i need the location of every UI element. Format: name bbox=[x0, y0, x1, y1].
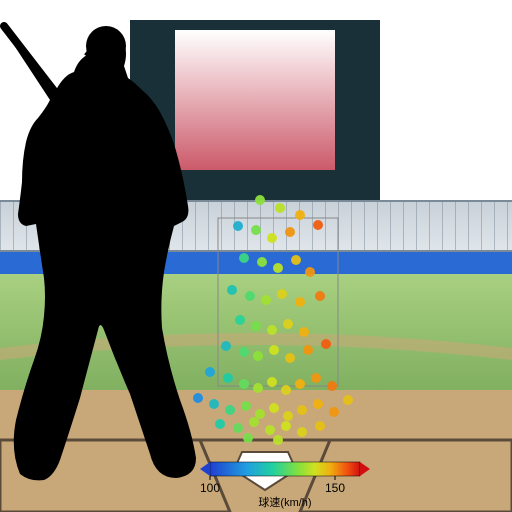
pitch-point bbox=[283, 319, 293, 329]
pitch-point bbox=[253, 383, 263, 393]
pitch-point bbox=[281, 421, 291, 431]
pitch-point bbox=[291, 255, 301, 265]
pitch-point bbox=[209, 399, 219, 409]
pitch-point bbox=[233, 221, 243, 231]
pitch-point bbox=[285, 227, 295, 237]
pitch-point bbox=[283, 411, 293, 421]
pitch-point bbox=[297, 427, 307, 437]
pitch-point bbox=[221, 341, 231, 351]
pitch-point bbox=[255, 195, 265, 205]
pitch-point bbox=[303, 345, 313, 355]
pitch-point bbox=[249, 417, 259, 427]
pitch-point bbox=[269, 403, 279, 413]
pitch-point bbox=[255, 409, 265, 419]
pitch-point bbox=[327, 381, 337, 391]
colorbar-tick: 150 bbox=[325, 481, 345, 495]
pitch-point bbox=[233, 423, 243, 433]
pitch-point bbox=[261, 295, 271, 305]
pitch-point bbox=[253, 351, 263, 361]
pitch-point bbox=[281, 385, 291, 395]
pitch-point bbox=[329, 407, 339, 417]
pitch-point bbox=[239, 379, 249, 389]
bat bbox=[4, 26, 58, 96]
pitch-point bbox=[273, 263, 283, 273]
pitch-point bbox=[251, 321, 261, 331]
pitch-point bbox=[267, 377, 277, 387]
pitch-point bbox=[315, 291, 325, 301]
pitch-point bbox=[305, 267, 315, 277]
pitch-location-chart: 100 150 球速(km/h) bbox=[0, 0, 512, 512]
pitch-point bbox=[251, 225, 261, 235]
pitch-point bbox=[239, 253, 249, 263]
pitch-point bbox=[315, 421, 325, 431]
pitch-point bbox=[239, 347, 249, 357]
pitch-point bbox=[225, 405, 235, 415]
pitch-point bbox=[299, 327, 309, 337]
pitch-point bbox=[223, 373, 233, 383]
pitch-point bbox=[267, 233, 277, 243]
colorbar-title: 球速(km/h) bbox=[258, 495, 311, 509]
pitch-point bbox=[295, 210, 305, 220]
pitch-point bbox=[243, 433, 253, 443]
pitch-point bbox=[235, 315, 245, 325]
pitch-point bbox=[313, 399, 323, 409]
pitch-point bbox=[277, 289, 287, 299]
pitch-point bbox=[269, 345, 279, 355]
pitch-point bbox=[257, 257, 267, 267]
pitch-point bbox=[273, 435, 283, 445]
pitch-point bbox=[313, 220, 323, 230]
pitch-point bbox=[245, 291, 255, 301]
pitch-point bbox=[275, 203, 285, 213]
pitch-point bbox=[321, 339, 331, 349]
colorbar-tick: 100 bbox=[200, 481, 220, 495]
pitch-point bbox=[297, 405, 307, 415]
pitch-point bbox=[265, 425, 275, 435]
pitch-point bbox=[311, 373, 321, 383]
pitch-point bbox=[215, 419, 225, 429]
pitch-point bbox=[295, 379, 305, 389]
pitch-point bbox=[241, 401, 251, 411]
pitch-point bbox=[343, 395, 353, 405]
pitch-point bbox=[193, 393, 203, 403]
scoreboard-screen bbox=[175, 30, 335, 170]
pitch-point bbox=[295, 297, 305, 307]
colorbar bbox=[210, 462, 360, 476]
pitch-point bbox=[205, 367, 215, 377]
pitch-point bbox=[285, 353, 295, 363]
pitch-point bbox=[227, 285, 237, 295]
pitch-point bbox=[267, 325, 277, 335]
